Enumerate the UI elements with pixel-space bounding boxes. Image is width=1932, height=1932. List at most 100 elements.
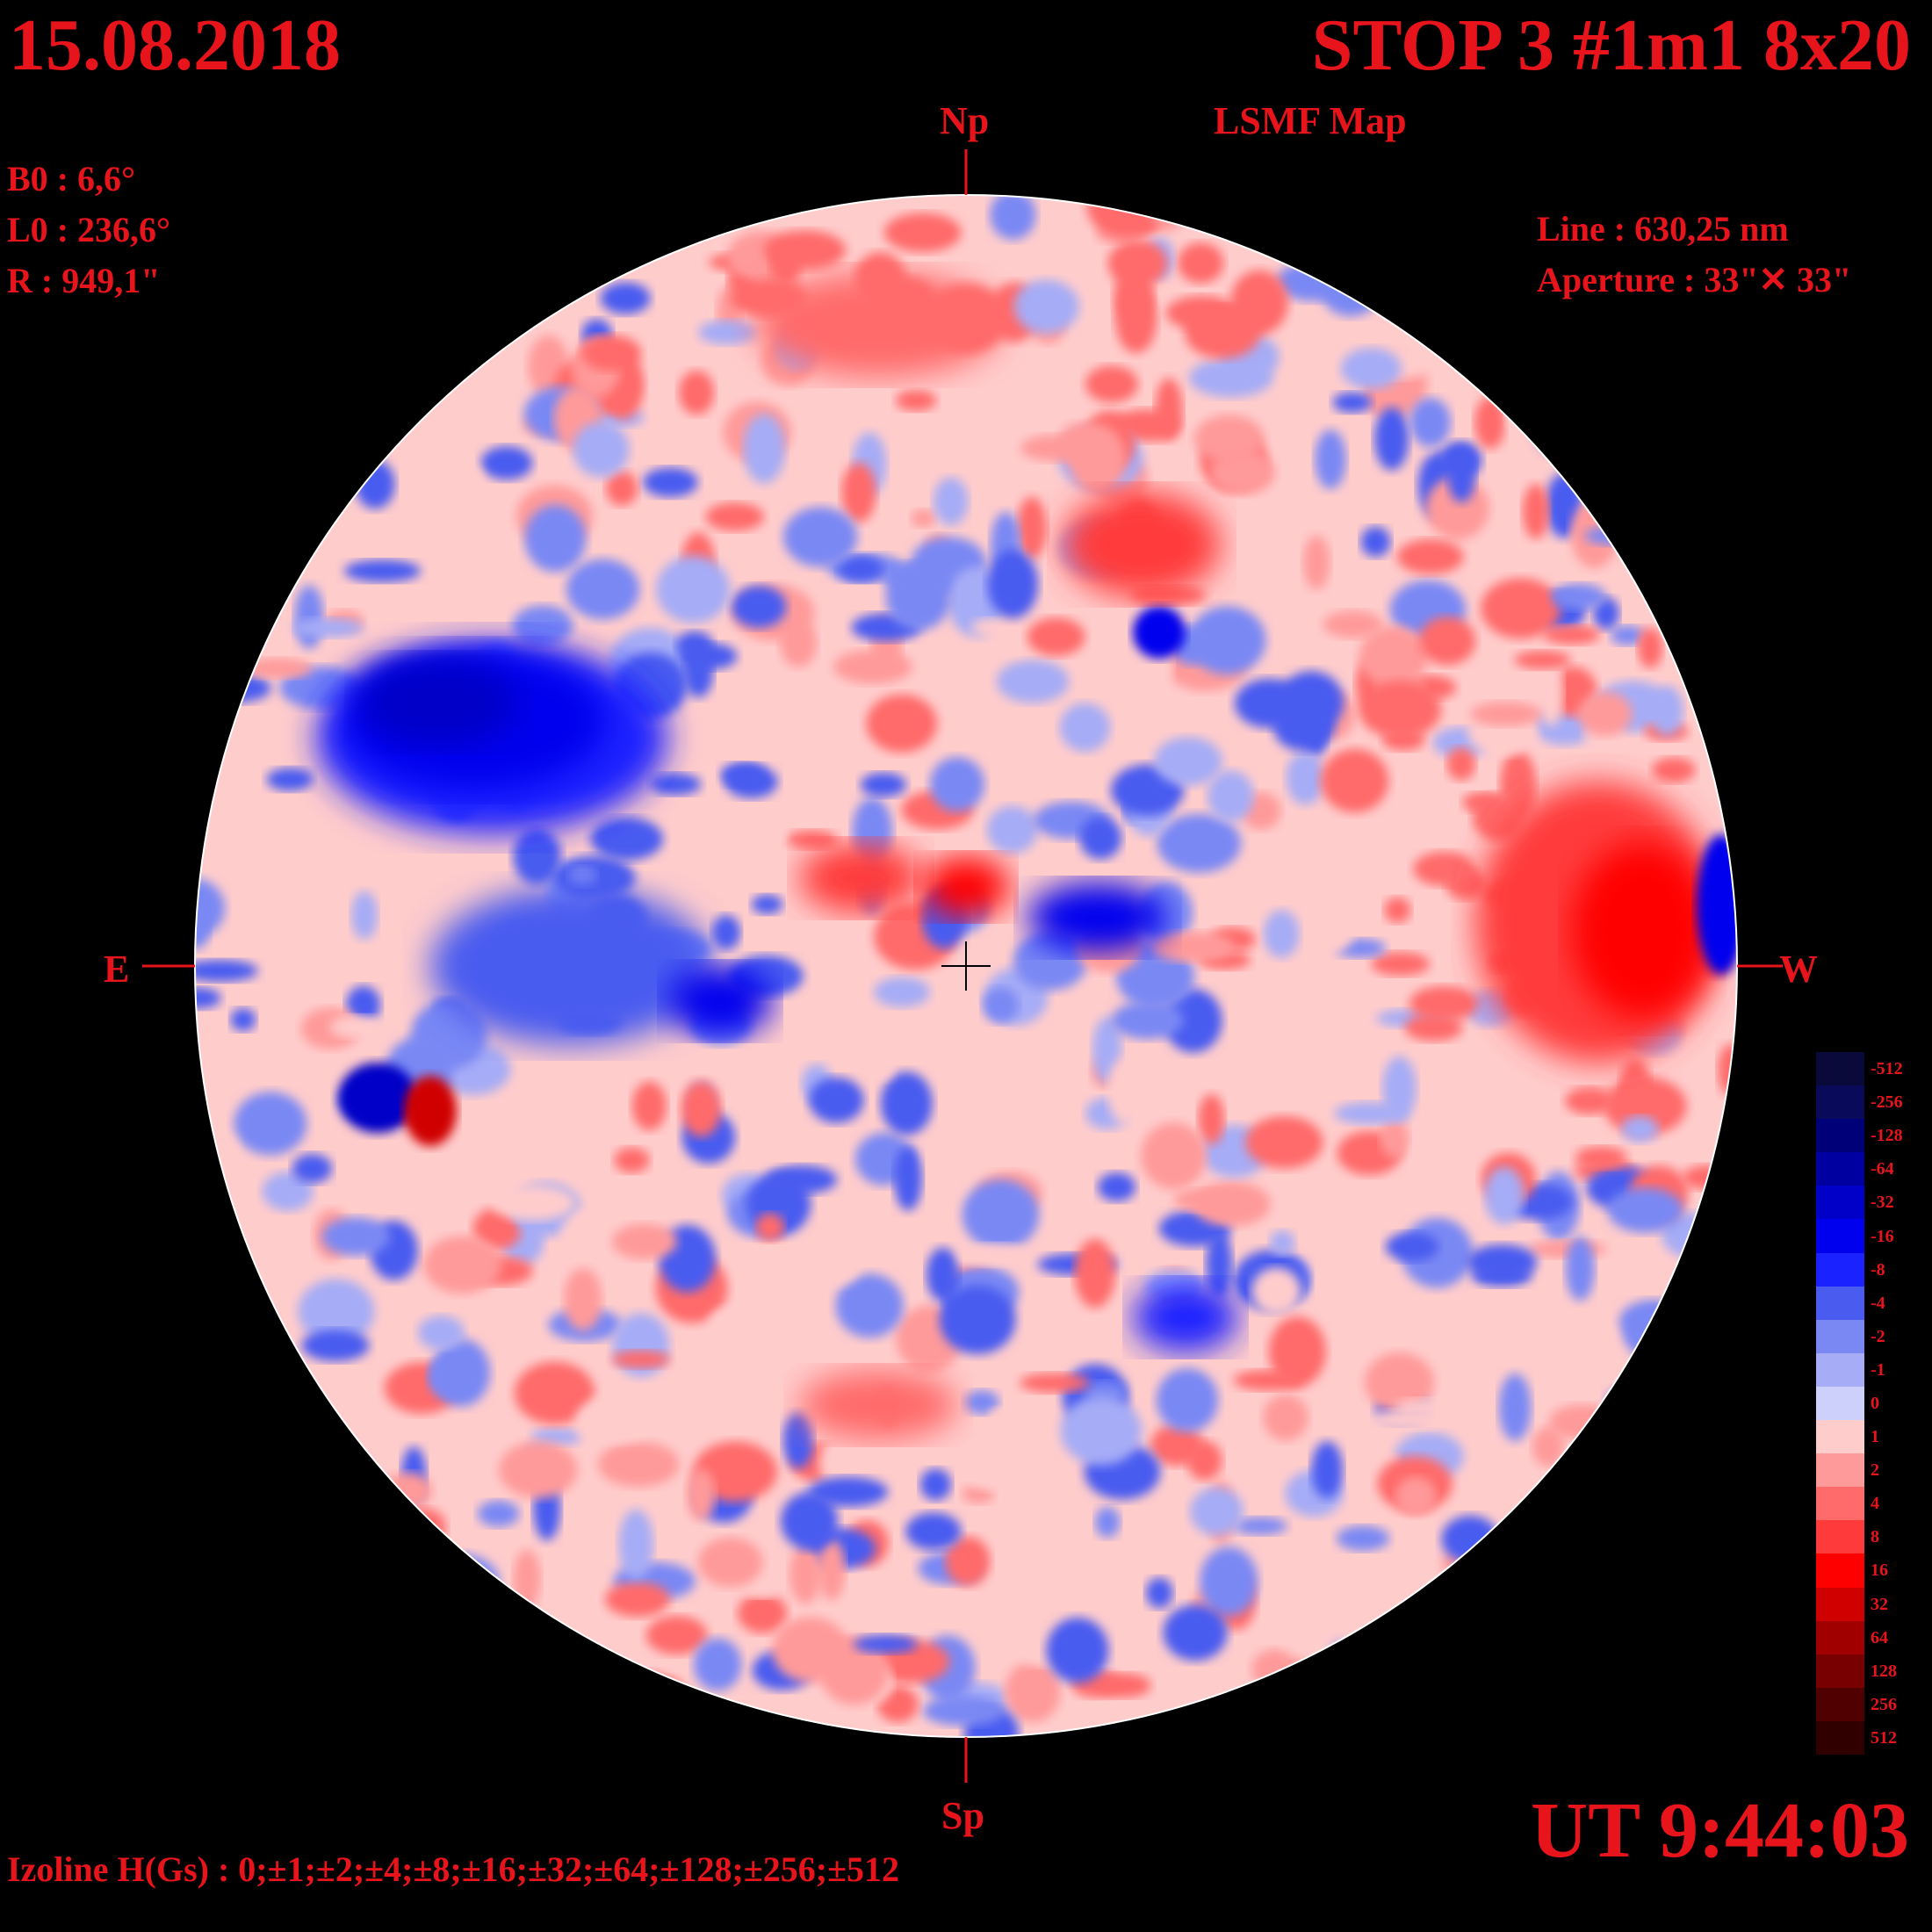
field-patch bbox=[1626, 514, 1680, 544]
field-patch bbox=[1484, 1166, 1525, 1225]
field-patch bbox=[348, 1515, 388, 1574]
colorbar-swatch bbox=[1816, 1554, 1864, 1589]
field-patch bbox=[1457, 1655, 1490, 1697]
field-patch bbox=[618, 1509, 654, 1580]
field-patch bbox=[1697, 834, 1737, 975]
field-patch bbox=[743, 414, 785, 484]
field-patch bbox=[1046, 1617, 1109, 1683]
field-patch bbox=[1263, 910, 1300, 958]
field-patch bbox=[783, 507, 858, 567]
field-patch bbox=[835, 1273, 904, 1338]
field-patch bbox=[195, 327, 236, 376]
field-patch bbox=[1107, 240, 1168, 287]
field-patch bbox=[365, 331, 443, 399]
field-patch bbox=[298, 1279, 375, 1344]
field-patch bbox=[195, 960, 258, 982]
field-patch bbox=[1263, 1394, 1308, 1441]
colorbar-swatch bbox=[1816, 1252, 1864, 1287]
colorbar-label: 8 bbox=[1871, 1527, 1879, 1547]
field-patch bbox=[195, 452, 239, 477]
field-patch bbox=[1469, 702, 1542, 726]
field-patch bbox=[1385, 1231, 1438, 1262]
field-patch bbox=[1359, 625, 1429, 688]
field-patch bbox=[809, 1077, 864, 1123]
field-patch bbox=[1571, 1451, 1618, 1480]
field-patch bbox=[686, 1468, 716, 1521]
field-patch bbox=[365, 219, 446, 265]
field-patch bbox=[597, 1441, 680, 1488]
field-patch bbox=[1610, 625, 1645, 645]
field-patch bbox=[1543, 624, 1601, 645]
field-patch bbox=[885, 564, 951, 631]
field-patch bbox=[1173, 1188, 1238, 1212]
field-patch bbox=[1336, 1525, 1390, 1551]
field-patch bbox=[312, 1574, 339, 1626]
field-patch bbox=[195, 1647, 244, 1706]
field-patch bbox=[1522, 483, 1550, 539]
field-patch bbox=[351, 890, 378, 940]
field-patch bbox=[1233, 1369, 1305, 1391]
field-patch bbox=[1269, 1230, 1295, 1256]
field-patch bbox=[1607, 1386, 1674, 1414]
field-patch bbox=[1060, 1396, 1142, 1466]
field-patch bbox=[1323, 610, 1383, 638]
field-patch bbox=[1198, 1093, 1225, 1145]
field-patch bbox=[895, 389, 937, 412]
field-patch bbox=[1107, 1057, 1143, 1125]
field-patch bbox=[292, 1153, 333, 1184]
field-patch bbox=[1013, 279, 1079, 334]
colorbar-swatch bbox=[1816, 1453, 1864, 1488]
field-patch bbox=[1371, 952, 1431, 977]
field-patch bbox=[266, 768, 314, 791]
field-patch bbox=[1647, 369, 1714, 402]
field-patch bbox=[1607, 1187, 1683, 1233]
field-patch bbox=[1164, 988, 1222, 1053]
field-patch bbox=[755, 1213, 785, 1242]
field-patch bbox=[710, 1306, 777, 1336]
field-patch bbox=[329, 1015, 386, 1039]
field-patch bbox=[780, 1492, 839, 1550]
colorbar bbox=[1816, 1052, 1864, 1755]
field-patch bbox=[740, 816, 786, 847]
field-patch bbox=[1650, 686, 1683, 736]
field-patch bbox=[611, 1223, 677, 1260]
field-patch bbox=[838, 556, 883, 582]
field-patch bbox=[1442, 304, 1525, 332]
field-patch bbox=[1616, 1400, 1661, 1429]
colorbar-swatch bbox=[1816, 1487, 1864, 1521]
field-patch bbox=[1303, 910, 1354, 955]
field-patch bbox=[1447, 446, 1476, 503]
field-patch bbox=[1113, 195, 1153, 214]
field-patch bbox=[1206, 1231, 1233, 1297]
field-patch bbox=[751, 894, 783, 914]
field-patch bbox=[971, 617, 1016, 638]
izoline-legend: Izoline H(Gs) : 0;±1;±2;±4;±8;±16;±32;±6… bbox=[7, 1849, 900, 1889]
field-patch bbox=[698, 320, 757, 345]
field-patch bbox=[195, 987, 221, 1009]
field-patch bbox=[1332, 392, 1373, 413]
field-patch bbox=[1422, 309, 1496, 374]
field-patch bbox=[269, 295, 320, 353]
field-patch bbox=[1188, 606, 1266, 674]
field-patch bbox=[911, 508, 936, 528]
field-patch bbox=[1564, 1087, 1615, 1115]
field-patch bbox=[1446, 746, 1476, 781]
field-patch bbox=[321, 1685, 371, 1730]
field-patch bbox=[417, 1315, 465, 1351]
field-patch bbox=[1571, 1470, 1640, 1517]
field-patch bbox=[789, 1545, 822, 1604]
field-patch bbox=[962, 1179, 1040, 1251]
colorbar-label: 512 bbox=[1871, 1727, 1897, 1748]
field-patch bbox=[1286, 750, 1325, 805]
field-patch bbox=[423, 1645, 455, 1677]
field-patch bbox=[581, 198, 612, 240]
field-patch bbox=[1528, 1316, 1599, 1363]
field-patch bbox=[573, 422, 630, 478]
field-patch bbox=[681, 1080, 722, 1137]
colorbar-swatch bbox=[1816, 1286, 1864, 1321]
field-patch bbox=[404, 1076, 457, 1146]
field-patch bbox=[1617, 1682, 1667, 1720]
field-patch bbox=[945, 1536, 991, 1587]
field-patch bbox=[226, 1524, 281, 1562]
field-patch bbox=[512, 605, 573, 645]
